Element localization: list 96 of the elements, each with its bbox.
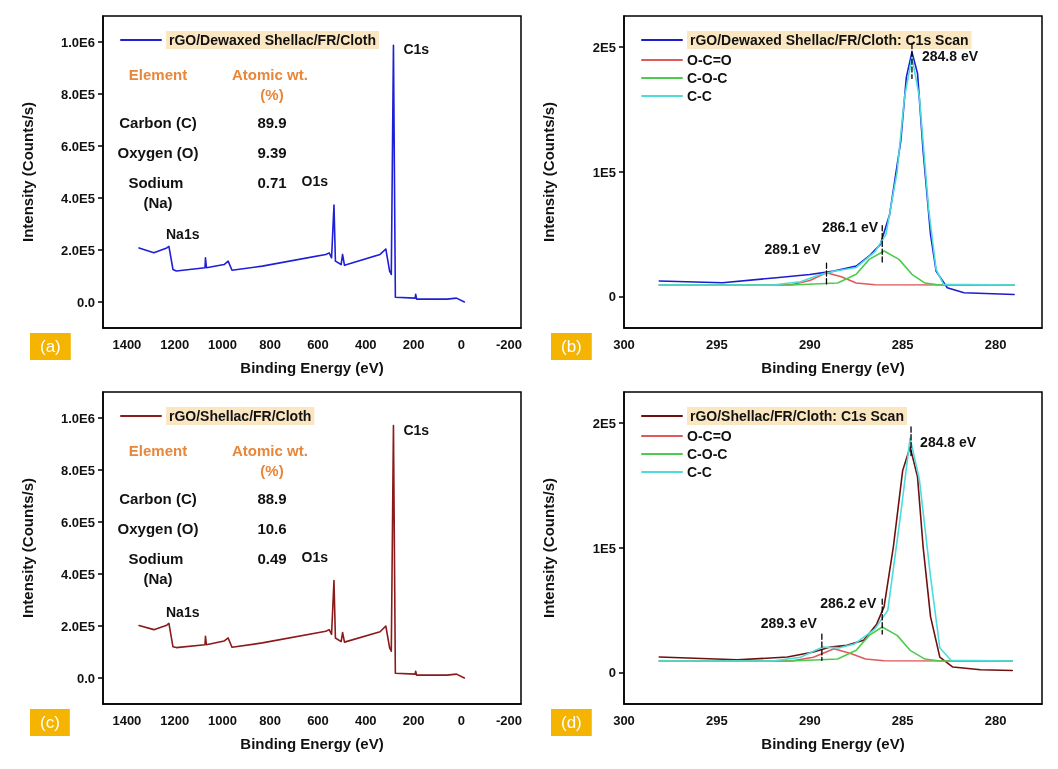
legend-label: O-C=O <box>687 428 732 444</box>
y-tick-label: 1E5 <box>592 540 616 556</box>
annotation: 0.49 <box>257 549 287 567</box>
x-tick-label: -200 <box>496 337 523 352</box>
annotation: 286.1 eV <box>822 219 879 235</box>
legend-label: O-C=O <box>687 52 732 68</box>
text: (c) <box>40 713 60 732</box>
text: (b) <box>561 337 582 356</box>
x-tick-label: 1200 <box>160 713 190 728</box>
annotation: Oxygen (O) <box>117 519 199 537</box>
y-tick-label: 8.0E5 <box>61 86 95 102</box>
y-tick-label: 0.0 <box>76 670 95 686</box>
x-tick-label: 285 <box>891 713 914 728</box>
y-axis-title: Intensity (Counts/s) <box>19 477 36 619</box>
x-tick-label: -200 <box>496 713 523 728</box>
annotation: O1s <box>301 548 329 565</box>
legend-label: rGO/Shellac/FR/Cloth: C1s Scan <box>690 408 904 424</box>
annotation: 10.6 <box>257 519 287 537</box>
x-tick-label: 400 <box>354 713 377 728</box>
annotation: Na1s <box>166 604 200 621</box>
x-tick-label: 285 <box>891 337 914 352</box>
annotation: 0.71 <box>257 173 287 191</box>
y-tick-label: 8.0E5 <box>61 462 95 478</box>
y-tick-label: 0 <box>608 665 616 681</box>
y-tick-label: 6.0E5 <box>61 514 95 530</box>
x-tick-label: 1200 <box>160 337 190 352</box>
x-tick-label: 0 <box>457 713 465 728</box>
y-tick-label: 0.0 <box>76 294 95 310</box>
y-tick-label: 4.0E5 <box>61 566 95 582</box>
x-tick-label: 300 <box>613 337 635 352</box>
annotation: O1s <box>301 173 329 190</box>
annotation: 88.9 <box>257 489 287 507</box>
text: (d) <box>561 713 582 732</box>
y-tick-label: 2E5 <box>592 39 616 55</box>
y-tick-label: 2E5 <box>592 415 616 431</box>
annotation: Carbon (C) <box>119 489 197 507</box>
annotation: Element <box>128 441 188 459</box>
annotation: Element <box>128 65 188 83</box>
x-tick-label: 290 <box>798 337 821 352</box>
annotation: 284.8 eV <box>921 48 979 65</box>
annotation: Carbon (C) <box>119 113 197 131</box>
legend-label: C-O-C <box>687 446 728 462</box>
x-tick-label: 800 <box>259 713 282 728</box>
x-tick-label: 1000 <box>207 713 237 728</box>
x-tick-label: 300 <box>613 713 635 728</box>
annotation: 89.9 <box>257 113 287 131</box>
y-tick-label: 0 <box>608 289 616 305</box>
legend-label: C-O-C <box>687 70 728 86</box>
legend-label: rGO/Dewaxed Shellac/FR/Cloth <box>169 32 376 48</box>
y-tick-label: 4.0E5 <box>61 190 95 206</box>
annotation: Na1s <box>166 225 200 242</box>
legend-label: C-C <box>687 88 712 104</box>
annotation: Oxygen (O) <box>117 143 199 161</box>
annotation: Atomic wt. (%) <box>231 441 313 479</box>
y-tick-label: 1.0E6 <box>61 410 95 426</box>
x-tick-label: 295 <box>706 337 728 352</box>
x-tick-label: 1400 <box>112 713 142 728</box>
x-axis-title: Binding Energy (eV) <box>761 359 905 376</box>
x-tick-label: 295 <box>706 713 728 728</box>
y-tick-label: 2.0E5 <box>61 618 95 634</box>
y-tick-label: 1E5 <box>592 164 616 180</box>
text: (a) <box>40 337 61 356</box>
legend-label: C-C <box>687 464 712 480</box>
x-tick-label: 280 <box>984 713 1007 728</box>
annotation: 289.3 eV <box>760 615 818 632</box>
y-tick-label: 1.0E6 <box>61 34 95 50</box>
annotation: 284.8 eV <box>920 434 977 451</box>
legend-label: rGO/Shellac/FR/Cloth <box>169 408 312 424</box>
annotation: 286.2 eV <box>820 595 877 611</box>
x-tick-label: 1000 <box>207 337 237 352</box>
annotation: Atomic wt. (%) <box>231 65 313 103</box>
y-axis-title: Intensity (Counts/s) <box>540 101 557 243</box>
annotation: Sodium (Na) <box>128 173 188 211</box>
annotation: C1s <box>403 41 430 58</box>
x-tick-label: 600 <box>307 713 329 728</box>
x-axis-title: Binding Energy (eV) <box>240 735 384 752</box>
x-tick-label: 290 <box>798 713 821 728</box>
x-tick-label: 200 <box>402 713 425 728</box>
y-axis-title: Intensity (Counts/s) <box>19 101 36 243</box>
x-tick-label: 280 <box>984 337 1007 352</box>
annotation: 9.39 <box>257 143 287 161</box>
x-tick-label: 0 <box>457 337 465 352</box>
annotation: 289.1 eV <box>764 240 822 257</box>
legend-label: rGO/Dewaxed Shellac/FR/Cloth: C1s Scan <box>690 32 969 48</box>
y-tick-label: 2.0E5 <box>61 242 95 258</box>
x-axis-title: Binding Energy (eV) <box>240 359 384 376</box>
annotation: Sodium (Na) <box>128 549 188 587</box>
x-tick-label: 400 <box>354 337 377 352</box>
x-tick-label: 800 <box>259 337 282 352</box>
y-axis-title: Intensity (Counts/s) <box>540 477 557 619</box>
y-tick-label: 6.0E5 <box>61 138 95 154</box>
annotation: C1s <box>403 421 430 438</box>
x-axis-title: Binding Energy (eV) <box>761 735 905 752</box>
x-tick-label: 600 <box>307 337 329 352</box>
x-tick-label: 200 <box>402 337 425 352</box>
x-tick-label: 1400 <box>112 337 142 352</box>
